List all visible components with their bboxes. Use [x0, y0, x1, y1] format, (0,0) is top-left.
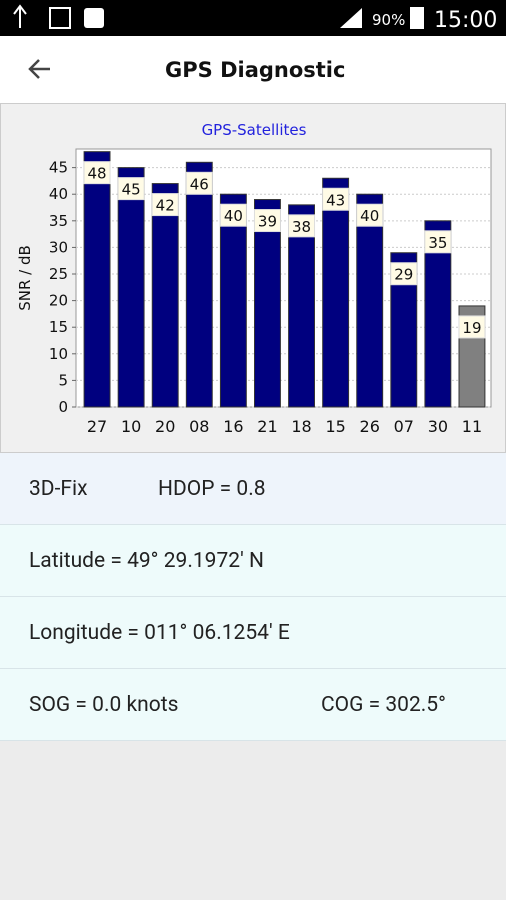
value-label: 48	[87, 165, 106, 183]
x-tick-label: 07	[394, 417, 414, 436]
x-tick-label: 20	[155, 417, 175, 436]
value-label: 35	[428, 234, 447, 252]
bar	[151, 183, 179, 408]
x-tick-label: 21	[257, 417, 277, 436]
value-label-box	[253, 209, 281, 233]
chart: GPS-Satellites SNR / dB 0 5 10 15 20 25 30 35 40…	[0, 103, 506, 453]
app-bar: GPS Diagnostic	[0, 36, 506, 103]
usb-icon	[13, 4, 27, 28]
value-label: 42	[156, 197, 175, 215]
value-label-box	[117, 177, 145, 201]
status-icons: 90% 15:00	[13, 4, 497, 33]
y-axis-label: SNR / dB	[16, 245, 34, 311]
value-label-box	[219, 203, 247, 227]
latitude-row: Latitude = 49° 29.1972' N	[0, 525, 506, 597]
y-tick-label: 15	[49, 318, 68, 336]
x-tick-label: 08	[189, 417, 209, 436]
y-tick-label: 0	[58, 398, 68, 416]
x-tick-label: 30	[428, 417, 448, 436]
battery-text: 90%	[372, 11, 405, 29]
value-label: 40	[224, 207, 243, 225]
value-label-box	[390, 262, 418, 286]
value-label-box	[151, 193, 179, 217]
y-tick-label: 20	[49, 292, 68, 310]
value-label: 38	[292, 218, 311, 236]
y-tick-label: 10	[49, 345, 68, 363]
status-bar: 90% 15:00	[0, 0, 506, 36]
value-label-box	[424, 230, 452, 254]
bar	[254, 199, 281, 408]
y-tick-label: 5	[58, 371, 68, 389]
value-label: 43	[326, 191, 345, 209]
y-tick-label: 45	[49, 159, 68, 177]
value-label-box	[288, 214, 316, 238]
back-button[interactable]	[28, 59, 50, 79]
longitude-row: Longitude = 011° 06.1254' E	[0, 597, 506, 669]
x-tick-label: 16	[223, 417, 243, 436]
bar	[356, 193, 384, 408]
sog: SOG = 0.0 knots	[29, 693, 179, 717]
bar	[288, 204, 315, 408]
y-tick-label: 30	[49, 238, 68, 256]
cog: COG = 302.5°	[321, 693, 446, 717]
value-label: 29	[394, 266, 413, 284]
screen-title: GPS Diagnostic	[165, 58, 345, 82]
speed-row: SOG = 0.0 knots COG = 302.5°	[0, 669, 506, 741]
app-icon	[84, 8, 104, 28]
battery-icon	[410, 7, 424, 29]
clock: 15:00	[434, 8, 497, 33]
value-label: 40	[360, 207, 379, 225]
hdop: HDOP = 0.8	[158, 477, 266, 501]
x-tick-label: 18	[291, 417, 311, 436]
value-label-box	[83, 161, 111, 185]
x-tick-label: 11	[462, 417, 482, 436]
fix-status: 3D-Fix	[29, 477, 88, 501]
x-tick-label: 15	[325, 417, 345, 436]
value-label: 45	[122, 181, 141, 199]
y-tick-label: 35	[49, 212, 68, 230]
value-label-box	[356, 203, 384, 227]
signal-icon	[340, 8, 362, 28]
gallery-icon	[49, 7, 71, 29]
bar	[83, 151, 111, 408]
y-tick-label: 25	[49, 265, 68, 283]
x-tick-label: 10	[121, 417, 141, 436]
app-bar-graphics: GPS Diagnostic	[28, 58, 345, 82]
value-label-box	[185, 171, 213, 195]
bar	[185, 161, 213, 408]
value-label-box	[322, 187, 350, 211]
bar	[322, 177, 350, 408]
y-tick-label: 40	[49, 185, 68, 203]
value-label: 46	[190, 175, 209, 193]
fix-row: 3D-Fix HDOP = 0.8	[0, 453, 506, 525]
x-tick-label: 26	[360, 417, 380, 436]
plot-area	[75, 148, 492, 408]
x-tick-label: 27	[87, 417, 107, 436]
value-label: 19	[462, 319, 481, 337]
latitude: Latitude = 49° 29.1972' N	[29, 549, 264, 573]
value-label: 39	[258, 213, 277, 231]
value-label-box	[458, 315, 486, 339]
bar	[219, 193, 247, 408]
longitude: Longitude = 011° 06.1254' E	[29, 621, 290, 645]
chart-title: GPS-Satellites	[202, 121, 307, 139]
bar	[117, 167, 145, 408]
